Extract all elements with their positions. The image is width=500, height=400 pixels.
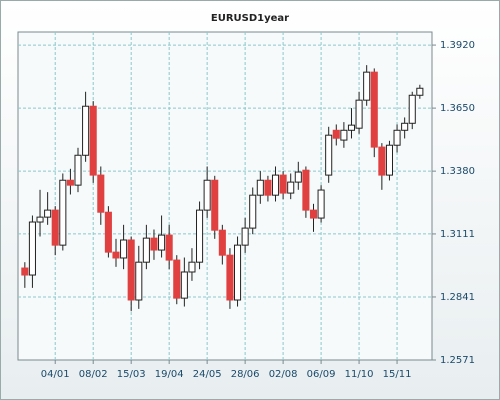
x-tick-label: 19/04: [155, 369, 184, 380]
candle-body: [142, 237, 150, 263]
candle-body: [393, 129, 401, 146]
candle-body: [241, 227, 249, 246]
candle-body: [44, 209, 52, 218]
x-tick-label: 08/02: [79, 369, 108, 380]
candle-body: [196, 209, 204, 263]
candle-body: [28, 221, 36, 276]
y-tick-label: 1.3380: [440, 166, 475, 177]
candle-body: [211, 179, 219, 231]
candle-body: [158, 234, 166, 251]
x-tick-label: 15/03: [117, 369, 146, 380]
candle-body: [363, 71, 371, 101]
plot-area: [17, 31, 433, 361]
chart-title: EURUSD1year: [211, 13, 289, 24]
candle-body: [340, 129, 348, 141]
candle-body: [309, 209, 318, 219]
y-tick-label: 1.3920: [440, 40, 475, 51]
candle-body: [408, 94, 416, 124]
candle-body: [287, 181, 295, 194]
candle-body: [74, 154, 82, 186]
candle-body: [36, 216, 44, 223]
y-tick-label: 1.3650: [440, 103, 475, 114]
y-tick-label: 1.2841: [440, 292, 475, 303]
x-tick-label: 24/05: [193, 369, 222, 380]
candle-body: [66, 179, 74, 186]
candle-body: [21, 267, 29, 276]
candle-body: [135, 261, 143, 301]
x-tick-label: 15/11: [383, 369, 412, 380]
candle-body: [271, 174, 280, 196]
candle-body: [89, 105, 97, 176]
x-tick-label: 06/09: [307, 369, 336, 380]
candle-body: [104, 211, 112, 253]
candle-body: [256, 179, 264, 196]
candle-body: [401, 122, 409, 131]
candle-body: [385, 144, 393, 176]
candle-body: [120, 239, 128, 259]
candle-body: [233, 244, 242, 301]
candle-body: [180, 271, 188, 299]
y-tick-label: 1.3111: [440, 229, 475, 240]
candle-body: [112, 251, 120, 259]
candle-body: [173, 259, 181, 299]
candle-body: [165, 234, 173, 261]
candle-body: [370, 71, 378, 148]
candle-body: [82, 105, 90, 156]
candle-body: [332, 129, 340, 139]
candle-body: [378, 146, 386, 176]
candle-body: [317, 189, 325, 219]
candle-body: [294, 171, 302, 183]
candle-body: [279, 174, 287, 194]
x-tick-label: 02/08: [269, 369, 298, 380]
candle-body: [51, 209, 59, 246]
candle-body: [203, 179, 211, 211]
candle-body: [302, 169, 310, 211]
candle-body: [188, 261, 196, 273]
y-tick-label: 1.2571: [440, 355, 475, 366]
candle-body: [150, 237, 158, 251]
candle-body: [355, 99, 363, 129]
candle-body: [59, 179, 67, 246]
x-tick-label: 28/06: [231, 369, 260, 380]
candle-body: [127, 239, 135, 301]
x-tick-label: 04/01: [41, 369, 70, 380]
candle-body: [249, 194, 257, 229]
candle-body: [325, 134, 333, 176]
candle-body: [226, 254, 234, 301]
candle-body: [218, 229, 226, 256]
candle-body: [264, 179, 272, 196]
candle-body: [97, 174, 105, 213]
x-tick-label: 11/10: [345, 369, 374, 380]
candle-body: [347, 124, 356, 131]
candle-body: [416, 87, 424, 96]
